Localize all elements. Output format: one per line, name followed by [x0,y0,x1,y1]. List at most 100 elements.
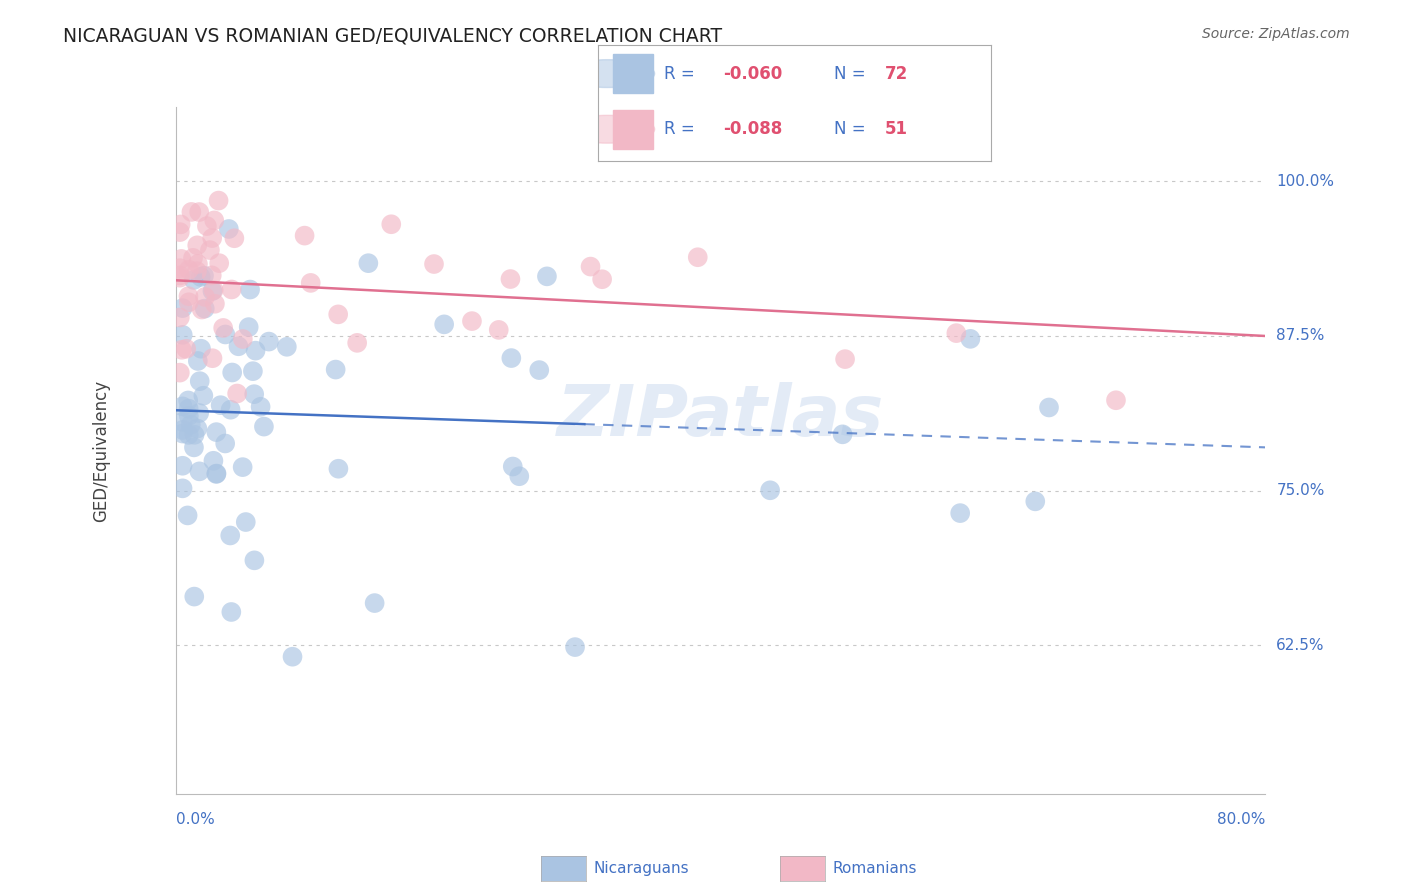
Point [1105,393,1128,408]
Point [346,335,368,350]
Point [502,459,524,474]
Text: -0.088: -0.088 [724,120,783,138]
Text: N =: N = [834,120,870,138]
Point [190,269,212,284]
Text: Nicaraguans: Nicaraguans [593,862,689,876]
Point [169,218,191,232]
Point [193,389,215,403]
Point [226,386,249,401]
Point [208,256,231,270]
Point [187,354,209,368]
Point [579,260,602,274]
Point [172,301,194,315]
Point [169,268,191,283]
Point [183,273,205,287]
Point [221,283,243,297]
Point [529,363,551,377]
Text: 87.5%: 87.5% [1277,328,1324,343]
Text: Source: ZipAtlas.com: Source: ZipAtlas.com [1202,27,1350,41]
Point [294,228,316,243]
Point [170,343,193,357]
Point [174,342,197,356]
Text: NICARAGUAN VS ROMANIAN GED/EQUIVALENCY CORRELATION CHART: NICARAGUAN VS ROMANIAN GED/EQUIVALENCY C… [63,27,723,45]
Point [177,409,200,423]
Text: 80.0%: 80.0% [1218,813,1265,828]
Point [170,252,193,266]
Point [299,276,322,290]
Text: -0.060: -0.060 [724,64,783,83]
Point [363,596,385,610]
Point [205,467,228,481]
Point [172,327,194,342]
Point [177,262,200,277]
Point [188,374,211,388]
Point [169,261,191,276]
Point [183,441,205,455]
Point [243,387,266,401]
Point [172,458,194,473]
Point [423,257,446,271]
Point [172,423,194,437]
Point [235,515,257,529]
Point [194,290,217,304]
Point [238,320,260,334]
Point [219,528,242,542]
Point [191,302,214,317]
Point [169,366,191,380]
Point [204,297,226,311]
Point [202,283,225,297]
Text: R =: R = [665,120,700,138]
Point [186,421,208,435]
Point [325,362,347,376]
Point [202,213,225,227]
Point [172,400,194,414]
Text: N =: N = [834,64,870,83]
Point [508,469,530,483]
Point [195,219,218,233]
Point [186,238,208,252]
Text: 0.0%: 0.0% [176,813,215,828]
Point [380,217,402,231]
Point [949,506,972,520]
Point [686,250,709,264]
Point [201,231,224,245]
Point [201,268,224,283]
Text: Romanians: Romanians [832,862,917,876]
Point [205,425,228,439]
Point [461,314,484,328]
Point [187,257,209,271]
Point [1038,401,1060,415]
Point [219,402,242,417]
Point [433,318,456,332]
Point [202,454,225,468]
Point [169,225,191,239]
Point [945,326,967,340]
Circle shape [560,60,655,87]
Point [536,269,558,284]
Text: 100.0%: 100.0% [1277,174,1334,189]
Point [759,483,782,498]
Point [186,264,208,278]
Point [188,464,211,478]
Point [181,251,204,265]
Point [172,426,194,441]
Point [190,342,212,356]
Point [249,400,271,414]
Point [193,268,215,283]
Point [169,310,191,325]
Point [1024,494,1046,508]
Bar [613,54,652,94]
Point [183,427,205,442]
Point [221,366,243,380]
Point [207,194,229,208]
Point [959,332,981,346]
Point [198,243,221,257]
Point [177,428,200,442]
Point [172,481,194,495]
Point [253,419,276,434]
Point [180,417,202,432]
Point [831,427,853,442]
Text: 72: 72 [884,64,908,83]
Point [188,205,211,219]
Point [224,231,246,245]
